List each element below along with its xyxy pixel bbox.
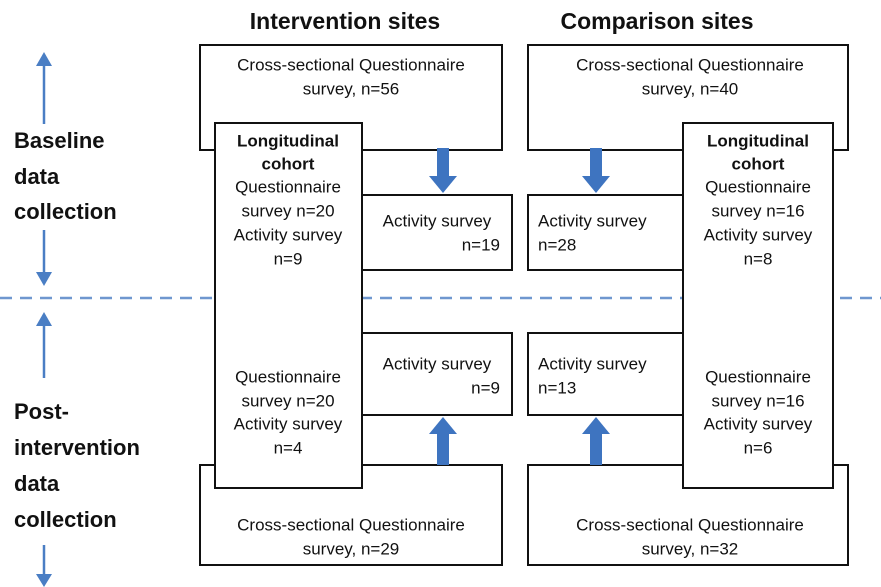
- box-text: n=9: [274, 249, 303, 268]
- box-text: Activity survey: [383, 354, 492, 373]
- box-text: survey, n=29: [303, 539, 400, 558]
- phase-label: Baseline: [14, 128, 105, 153]
- box-text: Longitudinal: [707, 131, 809, 150]
- arrow: [582, 417, 610, 465]
- header: Comparison sites: [561, 8, 754, 34]
- phase-label: collection: [14, 507, 117, 532]
- box-text: n=8: [744, 249, 773, 268]
- box-text: survey, n=56: [303, 79, 400, 98]
- box-text: cohort: [262, 154, 315, 173]
- box-text: survey n=16: [711, 201, 804, 220]
- box-text: Cross-sectional Questionnaire: [576, 515, 804, 534]
- box: [527, 332, 684, 416]
- box-text: Longitudinal: [237, 131, 339, 150]
- phase-label: intervention: [14, 435, 140, 460]
- box-text: cohort: [732, 154, 785, 173]
- box-text: Activity survey: [383, 211, 492, 230]
- box-text: Activity survey: [234, 414, 343, 433]
- box-text: Activity survey: [538, 211, 647, 230]
- box-text: n=4: [274, 438, 303, 457]
- box-text: Activity survey: [538, 354, 647, 373]
- box: [214, 122, 363, 489]
- box-text: n=9: [471, 378, 500, 397]
- box-text: n=6: [744, 438, 773, 457]
- header: Intervention sites: [250, 8, 440, 34]
- box-text: n=19: [462, 235, 500, 254]
- arrow: [429, 417, 457, 465]
- box-text: n=13: [538, 378, 576, 397]
- phase-label: data: [14, 471, 60, 496]
- phase-label: collection: [14, 199, 117, 224]
- box-text: Questionnaire: [235, 367, 341, 386]
- box-text: Activity survey: [704, 225, 813, 244]
- box: [682, 122, 834, 489]
- box-text: Cross-sectional Questionnaire: [237, 55, 465, 74]
- side-arrows: [36, 52, 52, 587]
- box-text: Questionnaire: [705, 367, 811, 386]
- box-text: survey n=16: [711, 391, 804, 410]
- box-text: n=28: [538, 235, 576, 254]
- box-text: survey n=20: [241, 391, 334, 410]
- box: [361, 194, 513, 271]
- box-text: Questionnaire: [235, 177, 341, 196]
- box: [527, 194, 684, 271]
- arrow: [429, 148, 457, 193]
- box-text: survey n=20: [241, 201, 334, 220]
- phase-label: data: [14, 164, 60, 189]
- box-text: Activity survey: [234, 225, 343, 244]
- box-text: Questionnaire: [705, 177, 811, 196]
- phase-label: Post-: [14, 399, 69, 424]
- arrow: [582, 148, 610, 193]
- box-text: Cross-sectional Questionnaire: [237, 515, 465, 534]
- box: [361, 332, 513, 416]
- box-text: Cross-sectional Questionnaire: [576, 55, 804, 74]
- box-text: survey, n=40: [642, 79, 739, 98]
- box-text: Activity survey: [704, 414, 813, 433]
- box-text: survey, n=32: [642, 539, 739, 558]
